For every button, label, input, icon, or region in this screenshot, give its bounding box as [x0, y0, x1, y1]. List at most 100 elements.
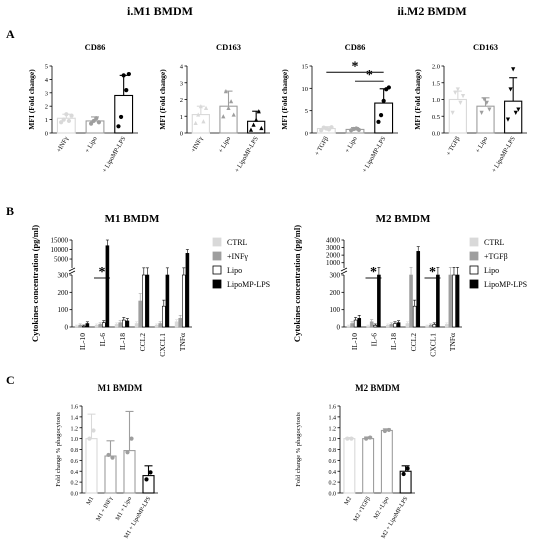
data-point [254, 117, 259, 122]
chart-A2: CD163 MFI (Fold change) 0 1 2 3 4 +INFγ + Lipo + … [158, 42, 270, 174]
y-tick-label: 0.8 [329, 448, 337, 454]
data-point [124, 88, 129, 93]
x-tick-label: + TGFβ [445, 135, 462, 157]
bar [405, 323, 410, 328]
bar [436, 274, 440, 328]
data-point [356, 127, 361, 132]
bar [185, 253, 190, 328]
bar [145, 274, 150, 328]
bar [138, 300, 142, 328]
y-tick-label: 300 [330, 272, 341, 280]
y-axis-label: Fold change % phagocytosis [55, 412, 62, 487]
data-point [148, 470, 153, 475]
bar [142, 274, 146, 328]
y-tick-label: 4 [45, 77, 49, 84]
y-tick-label: 0.4 [71, 470, 79, 476]
data-point [121, 73, 126, 78]
x-tick-label: + Lipo [84, 136, 99, 155]
axis-break-mark [340, 270, 348, 275]
x-tick-label: IL-18 [389, 333, 398, 350]
chart-title: CD163 [216, 42, 241, 52]
data-point [505, 117, 511, 122]
bar [374, 102, 394, 134]
y-tick-label: 200 [58, 289, 69, 297]
data-point [259, 125, 264, 131]
bar [102, 322, 106, 328]
data-point [405, 466, 410, 471]
data-point [69, 113, 74, 118]
x-tick-label: IL-10 [78, 333, 87, 350]
bar [393, 323, 397, 328]
bar [346, 325, 351, 328]
bar [350, 323, 354, 328]
bar [82, 325, 86, 328]
header-m1: i.M1 BMDM [127, 4, 193, 18]
legend-swatch [469, 237, 479, 247]
x-tick-label: M1 + Lipo [115, 496, 133, 522]
y-tick-label: 1.4 [71, 415, 79, 421]
y-axis-label: Cytokines concentration (pg/ml) [30, 225, 40, 342]
y-tick-label: 3 [180, 80, 183, 87]
bar [416, 251, 421, 328]
x-tick-label: CCL2 [409, 333, 418, 352]
data-point [91, 428, 96, 433]
x-tick-label: CCL2 [138, 333, 147, 352]
chart-title: CD86 [345, 42, 366, 52]
x-tick-label: CXCL1 [429, 333, 438, 357]
legend-swatch [212, 237, 222, 247]
bar [104, 455, 117, 494]
data-point [106, 452, 111, 458]
bar [369, 321, 374, 328]
y-axis-label: MFI (Fold change) [280, 69, 289, 130]
data-point [378, 113, 384, 118]
significance-star: * [366, 68, 373, 83]
data-point [61, 117, 66, 122]
bar [122, 319, 126, 328]
y-tick-label: 0 [65, 324, 69, 332]
bar [85, 438, 98, 494]
bar [366, 325, 370, 328]
x-tick-label: M2 +Lipo [373, 496, 390, 520]
chart-title: CD163 [473, 42, 498, 52]
data-point [516, 107, 521, 112]
x-tick-label: M2 [344, 496, 353, 506]
x-tick-label: IL-10 [350, 333, 359, 350]
data-point [91, 118, 96, 124]
x-tick-label: + LipoMP-LPS [101, 135, 127, 174]
legend-label: CTRL [484, 238, 505, 247]
data-point [386, 85, 391, 90]
chart-A3: CD86 MFI (Fold change) 0 5 10 15 + TGFβ + Lipo +… [280, 42, 398, 174]
bar [428, 324, 433, 328]
legend-label: CTRL [227, 238, 248, 247]
data-point [223, 89, 228, 94]
data-point [125, 450, 130, 455]
data-point [345, 436, 350, 441]
x-tick-label: M2 +TGFβ [353, 496, 372, 523]
y-tick-label: 5 [305, 108, 308, 115]
y-tick-label: 0.2 [329, 481, 337, 487]
bar [94, 324, 99, 328]
bar [343, 438, 356, 494]
y-tick-label: 1.0 [71, 437, 79, 443]
y-tick-label: 0.0 [71, 492, 79, 498]
data-point [479, 110, 484, 115]
y-tick-label: 0.6 [71, 459, 79, 465]
legend-swatch [469, 251, 479, 261]
data-point [319, 128, 324, 133]
x-tick-label: + LipoMP-LPS [234, 135, 260, 174]
x-tick-label: TNFα [448, 333, 457, 351]
x-tick-label: + LipoMP-LPS [361, 135, 387, 174]
data-point [508, 87, 513, 92]
y-tick-label: 1.2 [71, 426, 79, 432]
data-point [144, 477, 149, 482]
chart-title: M1 BMDM [98, 383, 143, 393]
data-point [329, 125, 334, 130]
bar [154, 324, 159, 328]
data-point [511, 67, 516, 72]
legend-label: Lipo [227, 266, 242, 275]
data-point [376, 119, 381, 124]
bar [142, 475, 155, 494]
data-point [110, 455, 115, 460]
bar [134, 323, 139, 328]
x-tick-label: + LipoMP-LPS [491, 135, 517, 174]
